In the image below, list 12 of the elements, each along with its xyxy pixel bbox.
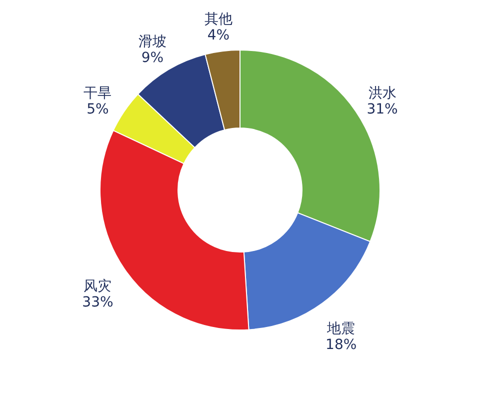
slice-label: 地震 — [326, 321, 356, 338]
data-label: 31% — [366, 101, 398, 118]
data-label: 18% — [326, 337, 357, 354]
data-label: 33% — [82, 294, 114, 311]
slice-label: 其他 — [204, 11, 232, 28]
slice-label: 洪水 — [368, 85, 396, 102]
data-label: 5% — [86, 101, 109, 118]
slice-label: 滑坡 — [138, 34, 166, 50]
slice-label: 干旱 — [84, 85, 112, 102]
slice-label: 风灾 — [84, 278, 112, 295]
data-label: 4% — [207, 27, 230, 44]
data-label: 9% — [141, 50, 164, 66]
